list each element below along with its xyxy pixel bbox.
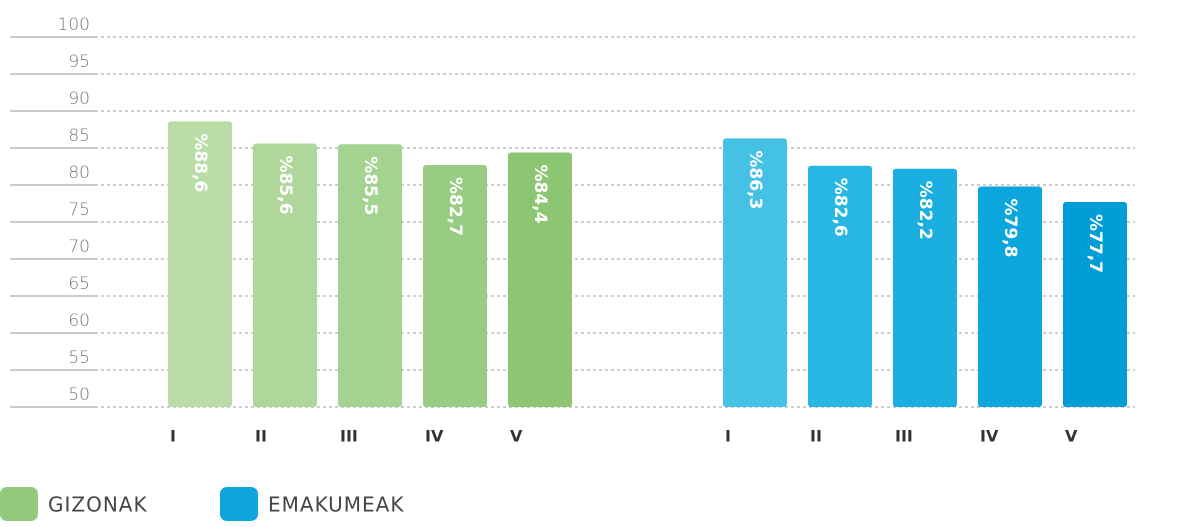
legend-swatch [0, 487, 38, 521]
value-label: %82,7 [445, 177, 465, 236]
y-tick-label: 60 [68, 311, 90, 331]
legend-swatch [220, 487, 258, 521]
x-tick-label: IV [980, 427, 999, 446]
x-tick-label: II [810, 427, 822, 446]
value-label: %85,6 [275, 156, 295, 215]
x-tick-label: III [895, 427, 913, 446]
y-tick-label: 65 [68, 274, 90, 294]
y-tick-label: 70 [68, 237, 90, 257]
value-label: %82,2 [915, 181, 935, 240]
bar [1063, 202, 1127, 407]
x-tick-label: V [510, 427, 523, 446]
y-tick-label: 55 [68, 348, 90, 368]
value-label: %88,6 [190, 133, 210, 192]
y-tick-label: 95 [68, 52, 90, 72]
value-label: %82,6 [830, 178, 850, 237]
y-tick-label: 50 [68, 385, 90, 405]
bar [808, 165, 872, 407]
value-label: %79,8 [1000, 198, 1020, 257]
value-label: %84,4 [530, 164, 550, 223]
bar [893, 168, 957, 407]
value-label: %85,5 [360, 156, 380, 215]
y-tick-label: 90 [68, 89, 90, 109]
x-tick-label: II [255, 427, 267, 446]
bar [978, 186, 1042, 407]
bar [168, 121, 232, 408]
y-tick-label: 75 [68, 200, 90, 220]
bar [508, 152, 572, 407]
legend-label: EMAKUMEAK [268, 493, 404, 517]
legend-label: GIZONAK [48, 493, 148, 517]
x-tick-label: V [1065, 427, 1078, 446]
bar [253, 143, 317, 407]
value-label: %77,7 [1085, 214, 1105, 273]
x-tick-label: I [725, 427, 731, 446]
y-tick-label: 85 [68, 126, 90, 146]
value-label: %86,3 [745, 150, 765, 209]
x-tick-label: IV [425, 427, 444, 446]
bar [338, 144, 402, 408]
y-tick-label: 80 [68, 163, 90, 183]
bar [423, 165, 487, 407]
x-tick-label: III [340, 427, 358, 446]
x-tick-label: I [170, 427, 176, 446]
bar [723, 138, 787, 407]
y-tick-label: 100 [58, 15, 90, 35]
